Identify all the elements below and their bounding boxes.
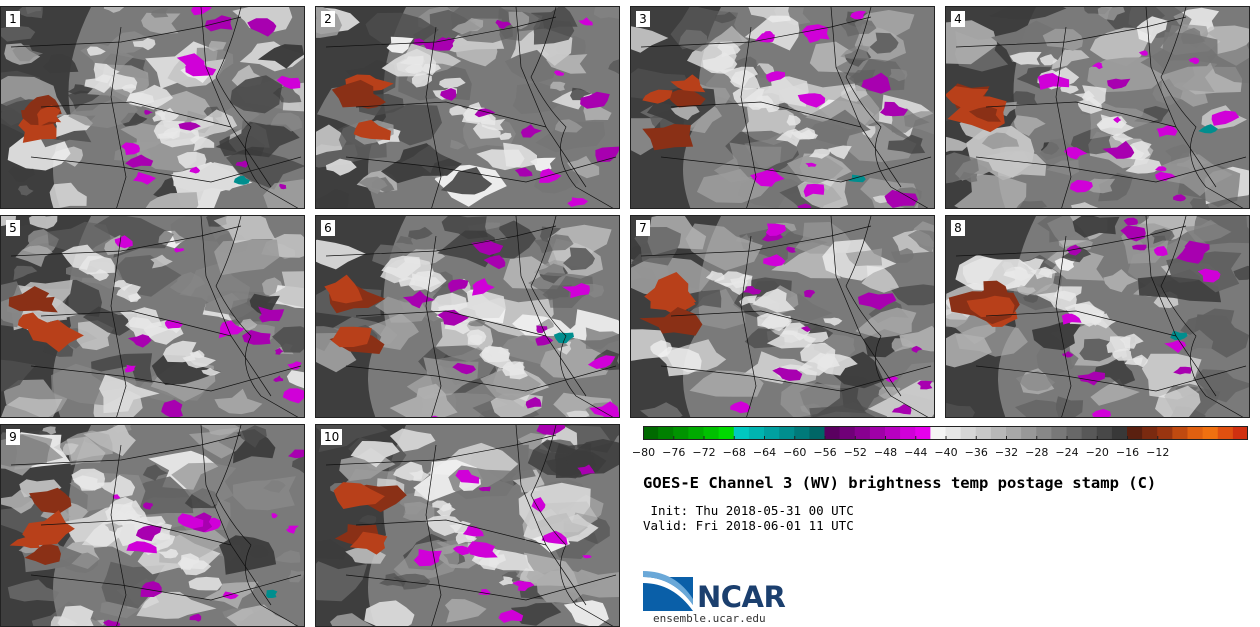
- postage-stamp-panel: 4: [945, 6, 1250, 209]
- colorbar-swatch: [658, 426, 674, 440]
- wv-brightness-map: [946, 216, 1249, 417]
- colorbar-swatch: [869, 426, 886, 440]
- colorbar-tick-label: −72: [692, 446, 716, 459]
- colorbar-swatch: [1051, 426, 1068, 440]
- colorbar-swatch: [885, 426, 901, 440]
- colorbar-swatch: [733, 426, 750, 440]
- postage-stamp-panel: 2: [315, 6, 620, 209]
- figure-title: GOES-E Channel 3 (WV) brightness temp po…: [643, 474, 1157, 492]
- panel-number: 2: [321, 11, 335, 27]
- colorbar-tick-label: −64: [752, 446, 777, 459]
- colorbar-swatch: [975, 426, 992, 440]
- colorbar-swatch: [839, 426, 856, 440]
- colorbar-swatch: [915, 426, 931, 440]
- colorbar-swatch: [779, 426, 795, 440]
- colorbar-swatch: [673, 426, 689, 440]
- wv-brightness-map: [631, 7, 934, 208]
- colorbar-tick-label: −68: [722, 446, 746, 459]
- colorbar-swatch: [748, 426, 765, 440]
- colorbar-swatch: [764, 426, 780, 440]
- colorbar-swatch: [1096, 426, 1113, 440]
- colorbar-swatch: [1172, 426, 1189, 440]
- colorbar-tick-label: −36: [964, 446, 988, 459]
- colorbar-tick-label: −56: [813, 446, 837, 459]
- postage-stamp-panel: 3: [630, 6, 935, 209]
- colorbar: [643, 426, 1248, 440]
- colorbar-swatch: [960, 426, 977, 440]
- wv-brightness-map: [316, 216, 619, 417]
- colorbar-swatch: [1142, 426, 1158, 440]
- ncar-logo-icon: [643, 571, 693, 611]
- wv-brightness-map: [316, 7, 619, 208]
- colorbar-swatch: [854, 426, 871, 440]
- colorbar-swatch: [930, 426, 947, 440]
- init-time: Init: Thu 2018-05-31 00 UTC: [643, 503, 854, 518]
- colorbar-tick-label: −60: [783, 446, 807, 459]
- colorbar-tick-label: −52: [843, 446, 867, 459]
- postage-stamp-panel: 6: [315, 215, 620, 418]
- postage-stamp-panel: 9: [0, 424, 305, 627]
- colorbar-swatch: [1157, 426, 1173, 440]
- panel-number: 5: [6, 220, 20, 236]
- colorbar-swatch: [1036, 426, 1052, 440]
- wv-brightness-map: [1, 425, 304, 626]
- colorbar-swatch: [824, 426, 841, 440]
- ncar-logo-text: NCAR: [697, 580, 786, 614]
- valid-time: Valid: Fri 2018-06-01 11 UTC: [643, 518, 854, 533]
- colorbar-swatch: [1187, 426, 1204, 440]
- site-url: ensemble.ucar.edu: [653, 612, 766, 625]
- colorbar-swatch: [1232, 426, 1248, 440]
- colorbar-swatch: [794, 426, 810, 440]
- panel-number: 6: [321, 220, 335, 236]
- wv-brightness-map: [631, 216, 934, 417]
- postage-stamp-panel: 10: [315, 424, 620, 627]
- colorbar-swatch: [945, 426, 962, 440]
- postage-stamp-panel: 8: [945, 215, 1250, 418]
- panel-number: 1: [6, 11, 20, 27]
- colorbar-tick-label: −12: [1146, 446, 1170, 459]
- wv-brightness-map: [316, 425, 619, 626]
- panel-number: 4: [951, 11, 965, 27]
- colorbar-swatch: [809, 426, 826, 440]
- colorbar-tick-label: −48: [873, 446, 898, 459]
- colorbar-swatch: [1006, 426, 1022, 440]
- colorbar-tick-label: −76: [662, 446, 686, 459]
- colorbar-tick-label: −80: [631, 446, 656, 459]
- colorbar-swatch: [688, 426, 705, 440]
- wv-brightness-map: [1, 7, 304, 208]
- colorbar-tick-label: −40: [934, 446, 958, 459]
- colorbar-tick-label: −20: [1085, 446, 1109, 459]
- wv-brightness-map: [1, 216, 304, 417]
- colorbar-swatch: [900, 426, 916, 440]
- colorbar-swatch: [718, 426, 735, 440]
- colorbar-swatch: [1081, 426, 1098, 440]
- colorbar-swatch: [990, 426, 1007, 440]
- postage-stamp-panel: 7: [630, 215, 935, 418]
- colorbar-swatch: [1217, 426, 1234, 440]
- colorbar-swatch: [1021, 426, 1037, 440]
- colorbar-swatch: [1066, 426, 1083, 440]
- panel-number: 8: [951, 220, 965, 236]
- colorbar-tick-label: −16: [1115, 446, 1140, 459]
- colorbar-swatch: [1127, 426, 1143, 440]
- wv-brightness-map: [946, 7, 1249, 208]
- colorbar-tick-label: −44: [904, 446, 928, 459]
- colorbar-tick-label: −32: [994, 446, 1019, 459]
- panel-number: 3: [636, 11, 650, 27]
- postage-stamp-panel: 5: [0, 215, 305, 418]
- postage-stamp-panel: 1: [0, 6, 305, 209]
- panel-number: 10: [321, 429, 343, 445]
- panel-number: 7: [636, 220, 650, 236]
- colorbar-swatch: [1111, 426, 1128, 440]
- colorbar-tick-label: −24: [1055, 446, 1079, 459]
- panel-number: 9: [6, 429, 20, 445]
- colorbar-swatch: [703, 426, 720, 440]
- colorbar-swatch: [1202, 426, 1219, 440]
- colorbar-tick-label: −28: [1025, 446, 1049, 459]
- colorbar-swatch: [643, 426, 659, 440]
